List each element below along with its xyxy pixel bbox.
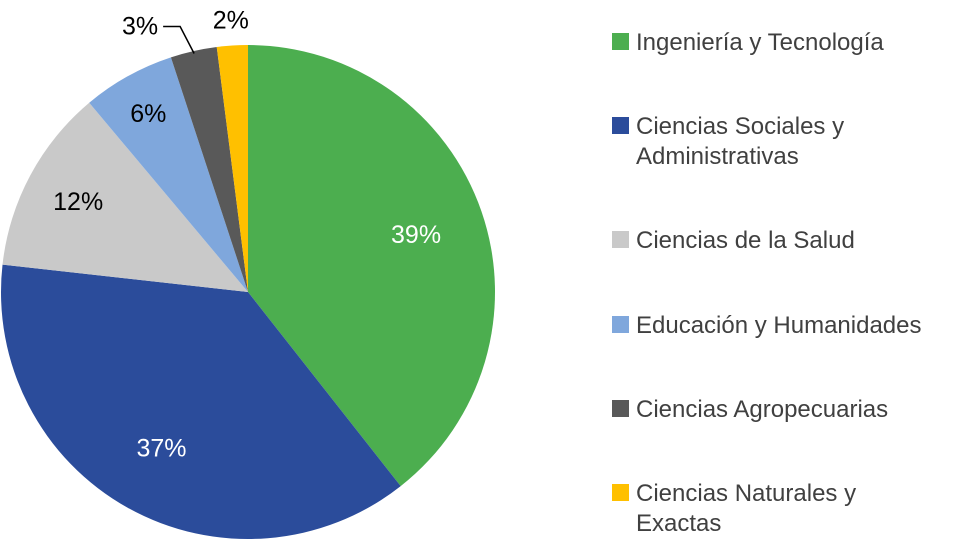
legend-color-swatch (612, 315, 629, 333)
legend-item-label: Ciencias Naturales y Exactas (636, 480, 857, 537)
pie-chart: 39% 37% 12% 6% 3% 2% (1, 7, 495, 539)
legend-item-label: Ciencias Agropecuarias (636, 396, 889, 424)
slice-percentage-label: 3% (122, 12, 158, 40)
legend-item-2: Ciencias de la Salud (612, 226, 965, 255)
slice-percentage-label: 2% (213, 7, 249, 35)
legend-color-swatch (612, 33, 629, 50)
legend-item-5: Ciencias Naturales y Exactas (612, 479, 965, 538)
legend-color-swatch (612, 231, 629, 249)
legend-item-3: Educación y Humanidades (612, 311, 965, 340)
pie-slice-3 (89, 57, 248, 293)
pie-slice-5 (216, 45, 248, 292)
pie-slice-1 (1, 264, 401, 539)
legend-item-label: Ciencias de la Salud (636, 227, 855, 255)
slice-percentage-label: 39% (391, 221, 441, 249)
legend-item-4: Ciencias Agropecuarias (612, 395, 965, 424)
slice-percentage-label: 12% (53, 188, 103, 216)
legend-item-0: Ingeniería y Tecnología (612, 28, 965, 57)
legend-item-label: Ciencias Sociales y Administrativas (636, 113, 845, 170)
pie-slice-0 (248, 45, 495, 487)
legend-color-swatch (612, 484, 629, 502)
slice-percentage-label: 37% (137, 434, 187, 462)
legend-color-swatch (612, 117, 629, 135)
legend-item-label: Educación y Humanidades (636, 311, 922, 339)
label-leader-line (163, 25, 195, 54)
pie-slice-2 (2, 102, 249, 293)
legend-item-label: Ingeniería y Tecnología (636, 29, 884, 56)
pie-slice-4 (170, 46, 248, 293)
chart-legend: Ingeniería y Tecnología Ciencias Sociales… (612, 0, 965, 546)
legend-item-1: Ciencias Sociales y Administrativas (612, 112, 965, 171)
pie-chart-area: 39% 37% 12% 6% 3% 2% (1, 7, 495, 539)
slice-percentage-label: 6% (130, 100, 166, 128)
legend-color-swatch (612, 400, 629, 418)
